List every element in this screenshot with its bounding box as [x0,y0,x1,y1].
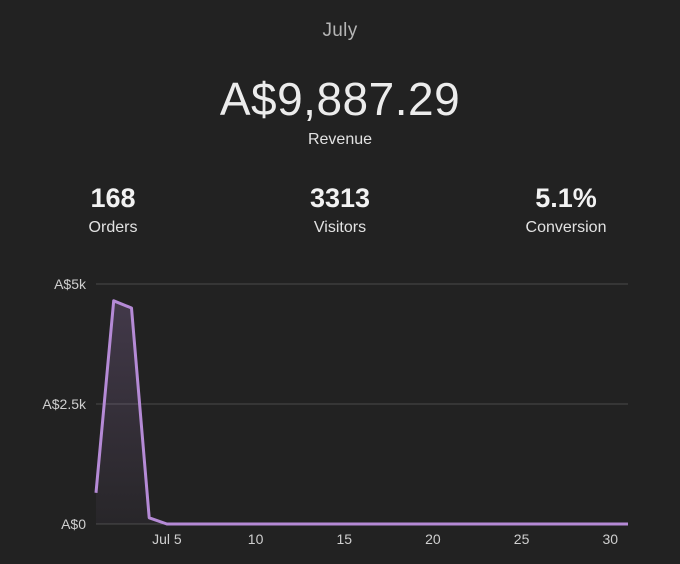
x-tick-label: 30 [602,531,618,547]
x-axis-ticks: Jul 5 10 15 20 25 30 [152,531,618,547]
visitors-stat: 3313 Visitors [260,182,420,237]
y-tick-label: A$5k [54,276,87,292]
y-tick-label: A$2.5k [42,396,87,412]
visitors-value: 3313 [309,183,371,213]
period-title: July [322,20,358,41]
orders-stat: 168 Orders [33,182,193,237]
x-tick-label: 10 [248,531,264,547]
conversion-value: 5.1% [535,183,597,213]
conversion-stat: 5.1% Conversion [486,182,646,237]
conversion-label: Conversion [525,219,607,236]
visitors-label: Visitors [313,219,367,236]
chart-gridlines [96,283,628,525]
y-axis-ticks: A$0 A$2.5k A$5k [42,276,87,532]
revenue-area [96,300,628,524]
x-tick-label: 25 [514,531,530,547]
revenue-total: A$9,887.29 [219,73,461,125]
orders-value: 168 [90,183,136,213]
revenue-label: Revenue [307,131,373,148]
x-tick-label: Jul 5 [152,531,182,547]
x-tick-label: 15 [336,531,352,547]
y-tick-label: A$0 [61,516,86,532]
orders-label: Orders [88,219,138,236]
x-tick-label: 20 [425,531,441,547]
revenue-line [94,299,628,526]
